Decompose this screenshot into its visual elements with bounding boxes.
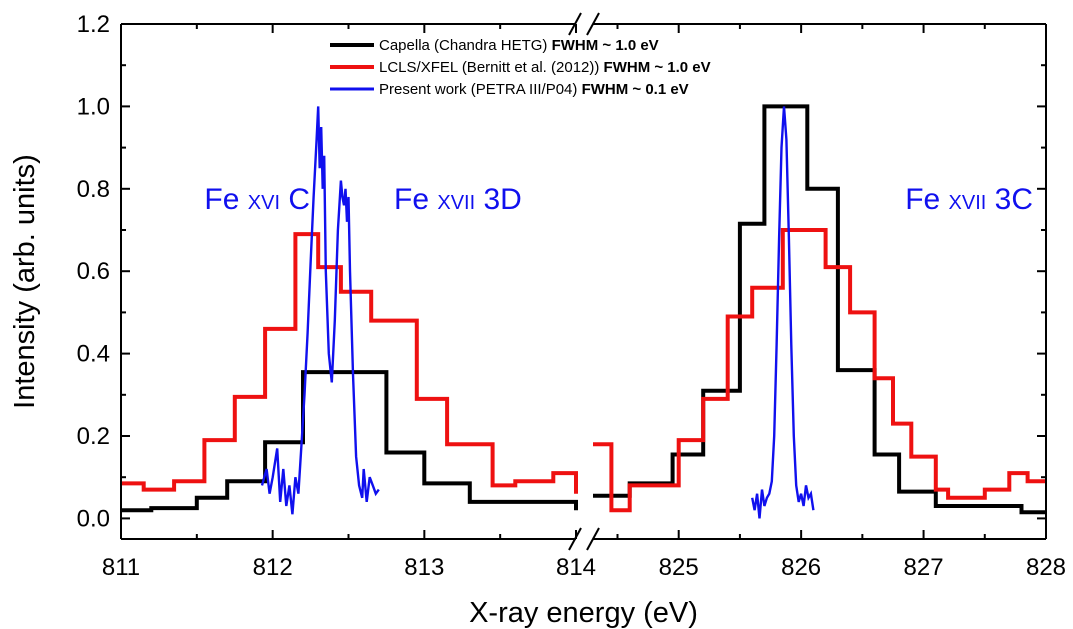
series-present-segment-2 [751,106,815,519]
axis-break-bottom-2 [586,527,600,551]
y-axis-title: Intensity (arb. units) [9,154,41,409]
annotation-label: Fe XVI C [204,183,310,216]
y-tick-label: 0.6 [77,258,110,285]
legend-name: Present work (PETRA III/P04) [379,81,582,98]
x-tick-label: 814 [556,554,596,581]
x-tick-label: 825 [659,554,699,581]
series-present-segment-1 [260,106,380,515]
series-lcls-segment-2 [593,228,1046,513]
y-tick-label: 0.4 [77,341,110,368]
series-layer [121,104,1046,519]
axis-ticks: 0.0 0.2 0.4 0.6 0.8 1.0 1.2 811 812 813 814 825 826 8… [77,11,1066,581]
y-tick-label: 1.2 [77,11,110,38]
y-tick-label: 0.2 [77,423,110,450]
x-tick-label: 827 [904,554,944,581]
axis-break-top-2 [586,12,600,36]
legend-fwhm: FWHM ~ 1.0 eV [604,59,711,76]
x-tick-label: 826 [781,554,821,581]
x-tick-label: 812 [253,554,293,581]
legend-name: LCLS/XFEL (Bernitt et al. (2012)) [379,59,604,76]
legend-label-lcls: LCLS/XFEL (Bernitt et al. (2012)) FWHM ~… [379,59,711,76]
legend-name: Capella (Chandra HETG) [379,37,552,54]
series-capella-segment-2 [593,104,1046,515]
x-tick-label: 828 [1026,554,1066,581]
legend-label-present: Present work (PETRA III/P04) FWHM ~ 0.1 … [379,81,689,98]
y-tick-label: 1.0 [77,93,110,120]
y-tick-label: 0.8 [77,176,110,203]
legend: Capella (Chandra HETG) FWHM ~ 1.0 eVLCLS… [330,37,711,98]
y-tick-label: 0.0 [77,505,110,532]
series-lcls-segment-1 [121,232,578,494]
annotation-label: Fe XVII 3D [394,183,522,216]
x-tick-label: 811 [102,554,140,581]
annotation-label: Fe XVII 3C [905,183,1033,216]
legend-fwhm: FWHM ~ 0.1 eV [582,81,689,98]
legend-fwhm: FWHM ~ 1.0 eV [552,37,659,54]
annotations: Fe XVI C Fe XVII 3D Fe XVII 3C [204,183,1033,216]
series-capella-segment-1 [121,370,578,513]
x-axis-title: X-ray energy (eV) [469,597,698,629]
x-tick-label: 813 [404,554,444,581]
legend-label-capella: Capella (Chandra HETG) FWHM ~ 1.0 eV [379,37,659,54]
